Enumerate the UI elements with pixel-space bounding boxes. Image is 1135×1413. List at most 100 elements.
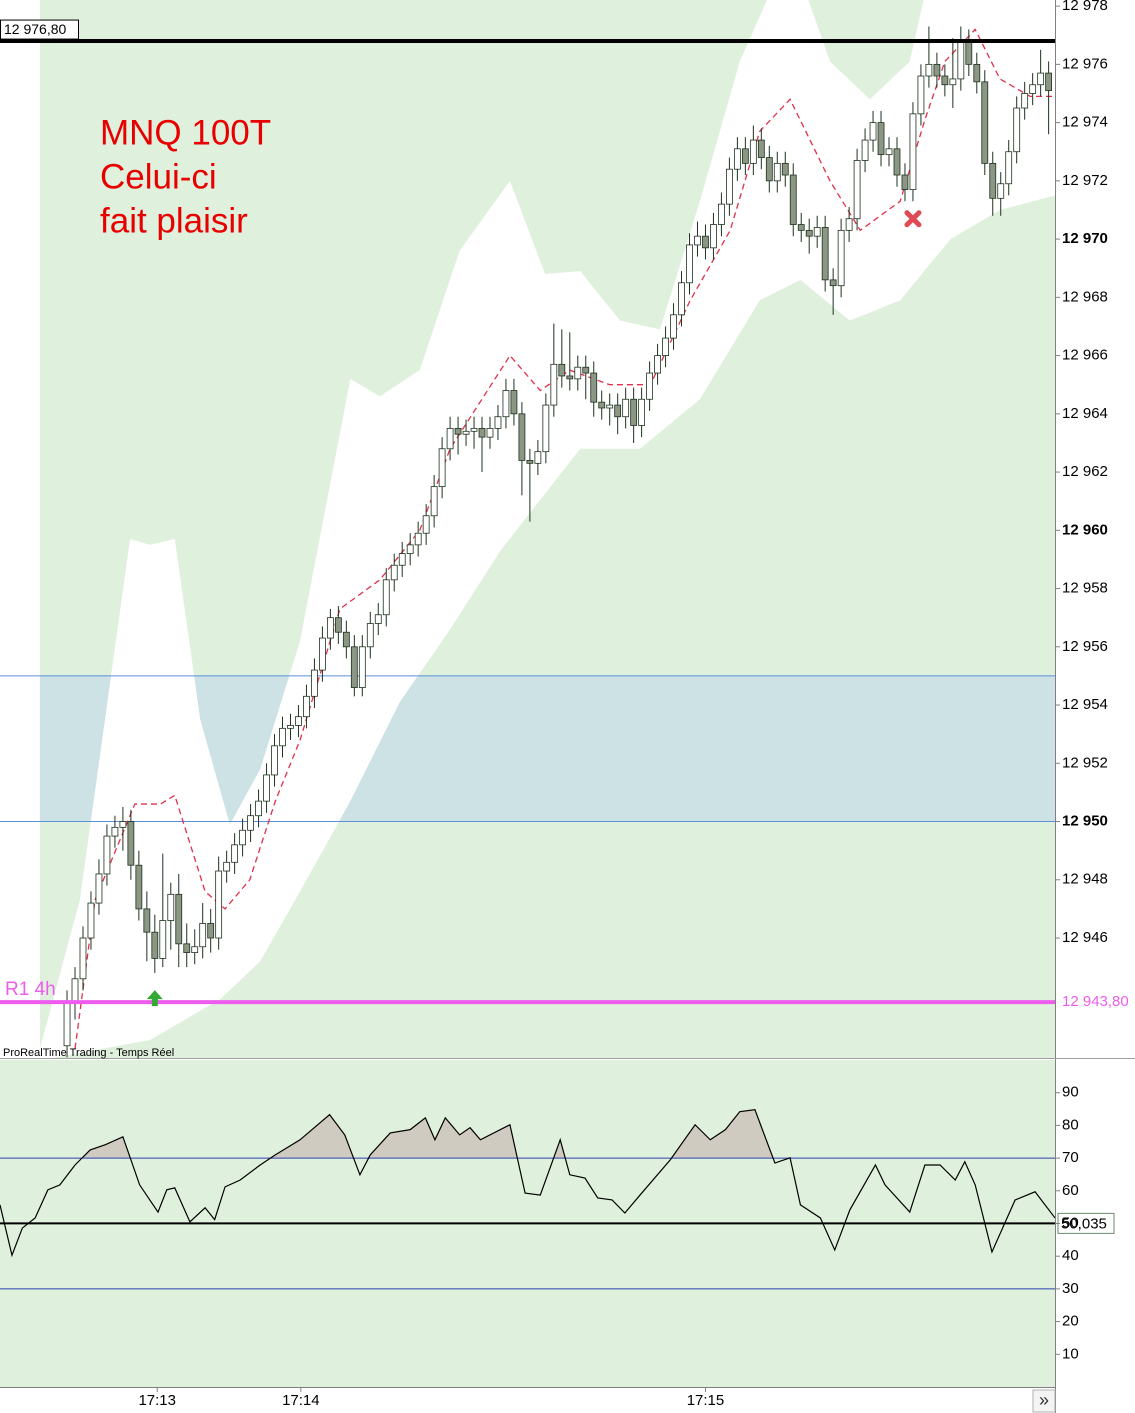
candle-body [143, 908, 151, 933]
candle-body [111, 826, 119, 837]
candle-body [733, 148, 741, 170]
candle-body [558, 363, 566, 377]
y-tick-label: 80 [1062, 1116, 1079, 1133]
candle-body [382, 579, 390, 616]
y-tick-label: 12 972 [1062, 172, 1108, 189]
candle-body [542, 404, 550, 453]
upper-band [39, 0, 1055, 1049]
candle-body [326, 617, 334, 639]
candle-body [510, 390, 518, 415]
candle-body [813, 227, 821, 237]
candle-body [757, 139, 765, 158]
y-tick-label: 12 970 [1062, 230, 1108, 247]
candle-body [606, 404, 614, 409]
candle-body [71, 978, 79, 1003]
candle-body [566, 375, 574, 380]
y-tick-label: 12 976 [1062, 55, 1108, 72]
footer: ProRealTime Trading - Temps Réel [3, 1047, 174, 1059]
y-tick-label: 30 [1062, 1280, 1079, 1297]
y-tick-label: 12 958 [1062, 580, 1108, 597]
candle-body [191, 946, 199, 953]
candle-body [797, 224, 805, 231]
annotation: fait plaisir [100, 201, 248, 240]
candle-body [710, 224, 717, 249]
candle-body [518, 413, 526, 461]
candle-body [965, 40, 973, 65]
y-tick-label: 20 [1062, 1313, 1079, 1330]
candle-body [598, 401, 606, 409]
candle-body [630, 398, 638, 426]
candle-body [239, 829, 247, 846]
candle-body [358, 646, 366, 688]
candle-body [702, 235, 709, 249]
candle-body [103, 835, 111, 875]
scroll-button[interactable] [1032, 1389, 1056, 1413]
candle-body [670, 314, 677, 339]
buy-signal [146, 990, 163, 1007]
y-tick-label: 12 978 [1062, 0, 1108, 14]
candle-body [741, 148, 749, 164]
annotation: Celui-ci [100, 157, 217, 196]
candle-body [837, 229, 845, 287]
candle-body [901, 174, 909, 190]
candle-body [247, 815, 254, 831]
candle-body [1037, 72, 1045, 86]
candle-body [390, 564, 398, 581]
y-tick-label: 12 962 [1062, 463, 1108, 480]
candle-body [167, 893, 175, 921]
candle-body [941, 75, 949, 86]
candle-body [271, 745, 278, 776]
y-tick-label: 12 948 [1062, 871, 1108, 888]
candle-body [422, 515, 430, 534]
candle-body [494, 416, 502, 429]
candle-body [925, 63, 933, 77]
candle-body [638, 398, 646, 426]
candle-body [1029, 84, 1037, 94]
y-tick-label: 12 946 [1062, 929, 1108, 946]
level-label: 12 943,80 [1062, 993, 1129, 1010]
candle-body [438, 448, 446, 488]
candle-body [989, 162, 997, 199]
candle-body [319, 637, 326, 671]
candle-body [957, 40, 965, 80]
x-tick-label: 17:15 [687, 1392, 725, 1409]
y-tick-label: 90 [1062, 1084, 1079, 1101]
candle-body [311, 669, 318, 697]
sell-signal [904, 210, 922, 228]
candle-body [414, 532, 422, 546]
candle-body [398, 553, 406, 566]
level-name: R1 4h [5, 979, 56, 1000]
candle-body [526, 460, 534, 464]
candle-body [662, 337, 669, 356]
candle-body [175, 893, 183, 945]
level-label: 12 976,80 [4, 21, 66, 37]
candle-body [207, 923, 215, 939]
candle-body [574, 366, 582, 380]
y-tick-label: 12 954 [1062, 696, 1108, 713]
candle-body [973, 63, 981, 83]
candle-body [95, 873, 103, 904]
level-label-box [1058, 992, 1135, 1013]
y-tick-label: 12 974 [1062, 114, 1108, 131]
candle-body [287, 725, 294, 729]
candle-body [255, 800, 262, 817]
candle-body [765, 157, 773, 182]
candle-body [749, 139, 757, 164]
candle-body [303, 695, 310, 718]
candle-body [454, 427, 462, 435]
y-tick-label: 12 968 [1062, 288, 1108, 305]
candle-body [223, 861, 231, 872]
candle-body [949, 78, 957, 86]
candle-body [263, 774, 270, 802]
scroll-button-label[interactable]: » [1039, 1390, 1049, 1410]
candle-body [582, 366, 590, 374]
candle-body [821, 227, 829, 281]
candle-body [231, 844, 239, 863]
annotation: MNQ 100T [100, 113, 271, 152]
y-tick-label: 40 [1062, 1247, 1079, 1264]
candle-body [350, 646, 358, 688]
y-tick-label: 12 950 [1062, 812, 1108, 829]
candle-body [614, 404, 622, 418]
